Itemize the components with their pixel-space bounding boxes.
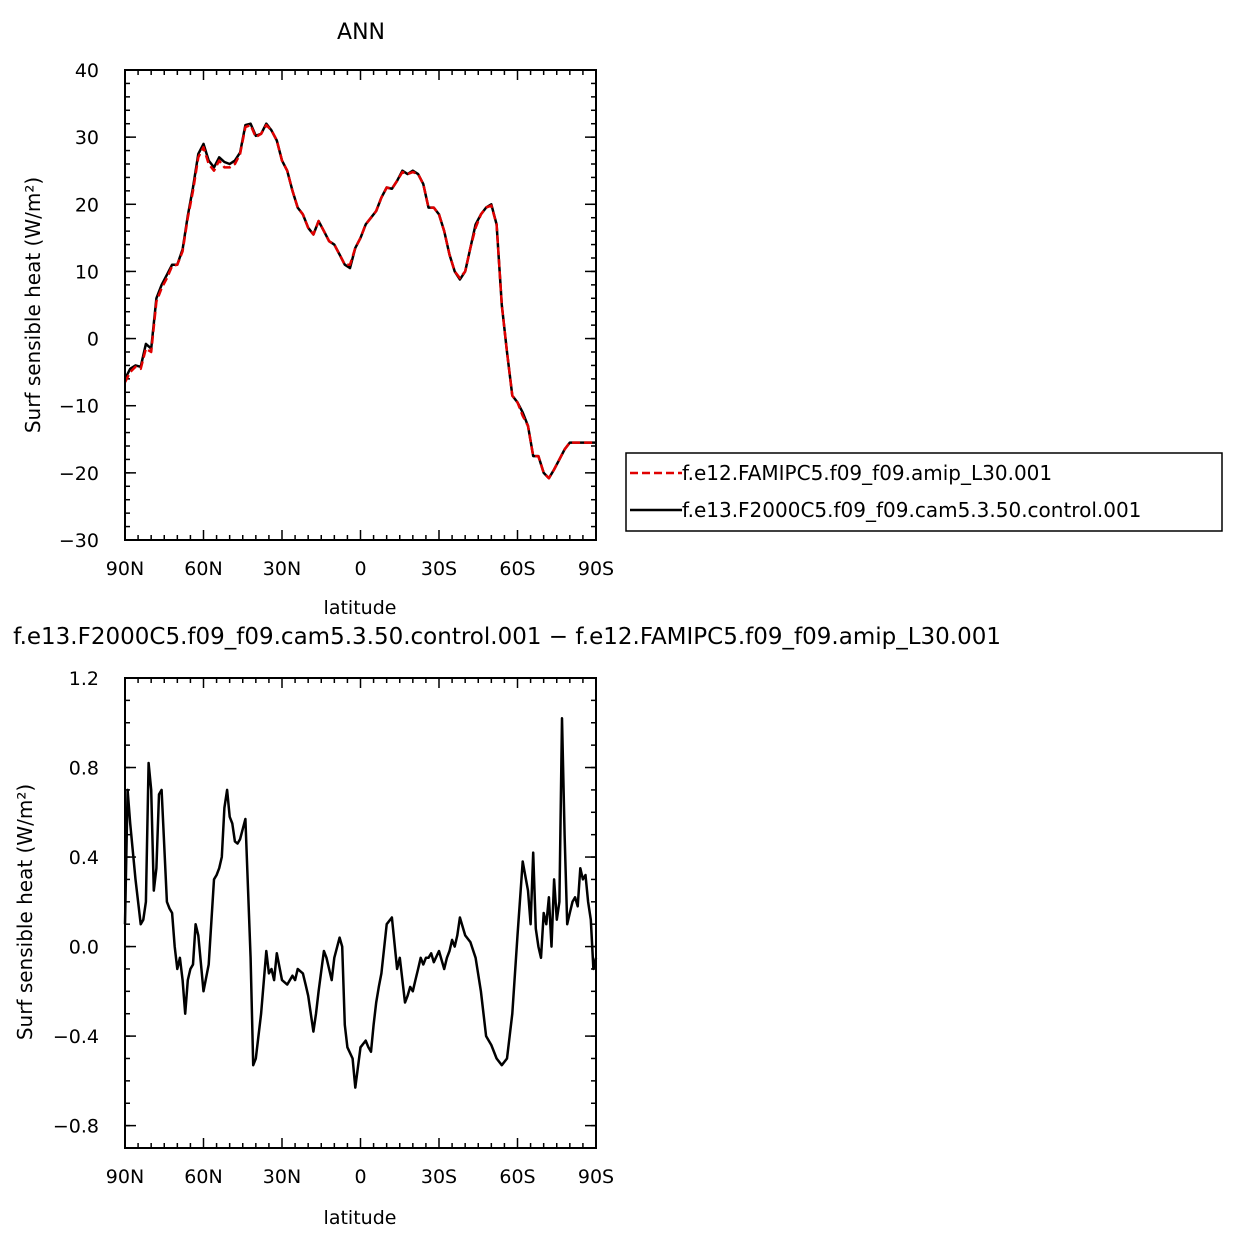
y-tick-label: 0 [87,329,99,351]
x-tick-label: 60N [184,1166,222,1188]
y-tick-label: −0.4 [53,1026,99,1048]
top-chart-xtick-labels: 90N 60N 30N 0 30S 60S 90S [106,558,614,580]
top-chart-ytick-labels: −30 −20 −10 0 10 20 30 40 [59,60,99,552]
y-tick-label: 30 [75,127,99,149]
x-tick-label: 90N [106,1166,144,1188]
x-tick-label: 90S [578,1166,614,1188]
x-tick-label: 90S [578,558,614,580]
legend-box [625,452,1223,532]
x-tick-label: 60S [499,1166,535,1188]
y-tick-label: 0.4 [69,847,99,869]
bottom-chart: f.e13.F2000C5.f09_f09.cam5.3.50.control.… [13,624,1001,1229]
legend-label-amip: f.e12.FAMIPC5.f09_f09.amip_L30.001 [682,461,1052,485]
bottom-chart-ytick-labels: −0.8 −0.4 0.0 0.4 0.8 1.2 [53,668,99,1138]
top-chart-series [123,122,596,480]
top-chart: ANN Surf sensible heat (W/m²) latitude 9… [21,20,614,619]
y-tick-label: 40 [75,60,99,82]
y-tick-label: 20 [75,194,99,216]
x-tick-label: 30N [263,558,301,580]
x-tick-label: 30S [421,1166,457,1188]
bottom-chart-ylabel: Surf sensible heat (W/m²) [13,784,37,1040]
bottom-chart-ticks [124,677,597,1149]
series-line-0-0 [123,122,596,480]
series-line-1-0 [123,717,598,1089]
y-tick-label: −20 [59,463,99,485]
y-tick-label: 10 [75,261,99,283]
x-tick-label: 0 [354,558,366,580]
bottom-chart-frame [124,677,597,1149]
x-tick-label: 30N [263,1166,301,1188]
legend: f.e12.FAMIPC5.f09_f09.amip_L30.001 f.e13… [625,452,1223,532]
top-chart-title: ANN [337,20,385,45]
x-tick-label: 0 [354,1166,366,1188]
y-tick-label: −0.8 [53,1116,99,1138]
bottom-chart-xlabel: latitude [324,1207,397,1229]
y-tick-label: −10 [59,396,99,418]
x-tick-label: 60S [499,558,535,580]
x-tick-label: 60N [184,558,222,580]
bottom-chart-xtick-labels: 90N 60N 30N 0 30S 60S 90S [106,1166,614,1188]
top-chart-ylabel: Surf sensible heat (W/m²) [21,177,45,433]
top-chart-frame [124,69,597,541]
x-tick-label: 30S [421,558,457,580]
top-chart-xlabel: latitude [324,597,397,619]
x-tick-label: 90N [106,558,144,580]
bottom-chart-series [123,717,598,1089]
series-line-0-1 [123,123,596,480]
y-tick-label: 0.8 [69,758,99,780]
legend-label-control: f.e13.F2000C5.f09_f09.cam5.3.50.control.… [682,498,1141,522]
y-tick-label: −30 [59,530,99,552]
bottom-chart-title: f.e13.F2000C5.f09_f09.cam5.3.50.control.… [13,624,1001,650]
top-chart-ticks [124,69,597,541]
y-tick-label: 0.0 [69,937,99,959]
y-tick-label: 1.2 [69,668,99,690]
